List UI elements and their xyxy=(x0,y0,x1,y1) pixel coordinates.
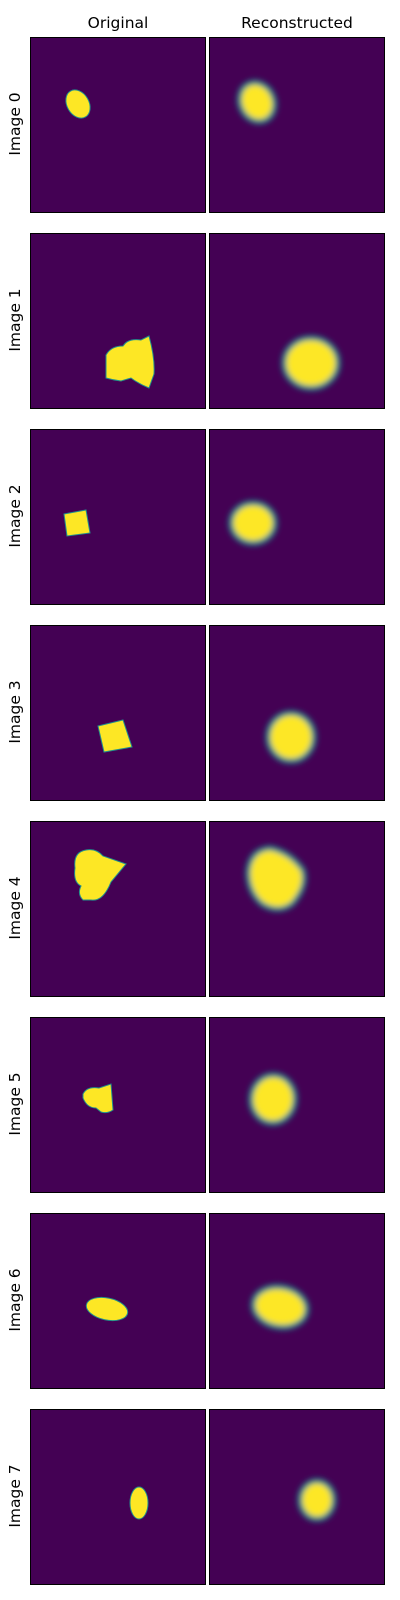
row-label-image-2: Image 2 xyxy=(6,484,24,548)
shape-blob xyxy=(74,849,127,901)
row-label-image-5: Image 5 xyxy=(6,1072,24,1136)
original-image-6 xyxy=(30,1213,206,1389)
reconstructed-image-7 xyxy=(209,1409,385,1585)
reconstructed-blob xyxy=(245,845,307,912)
row-label-image-4: Image 4 xyxy=(6,876,24,940)
reconstructed-blob xyxy=(297,1478,337,1522)
reconstructed-image-4 xyxy=(209,821,385,997)
shape-blob xyxy=(85,1296,129,1322)
original-image-0 xyxy=(30,37,206,213)
original-image-5 xyxy=(30,1017,206,1193)
row-label-image-6: Image 6 xyxy=(6,1268,24,1332)
shape-blob xyxy=(82,1083,114,1114)
reconstructed-blob xyxy=(228,500,278,546)
shape-blob xyxy=(97,719,133,753)
reconstructed-image-0 xyxy=(209,37,385,213)
column-header-original: Original xyxy=(87,14,149,32)
reconstructed-image-2 xyxy=(209,429,385,605)
row-label-image-3: Image 3 xyxy=(6,680,24,744)
original-image-1 xyxy=(30,233,206,409)
row-label-image-7: Image 7 xyxy=(6,1464,24,1528)
shape-blob xyxy=(129,1486,149,1520)
reconstructed-blob xyxy=(265,710,317,764)
original-image-3 xyxy=(30,625,206,801)
reconstructed-blob xyxy=(236,80,278,124)
reconstructed-blob xyxy=(281,335,341,391)
row-label-image-1: Image 1 xyxy=(6,288,24,352)
row-label-image-0: Image 0 xyxy=(6,92,24,156)
reconstructed-image-6 xyxy=(209,1213,385,1389)
reconstructed-image-1 xyxy=(209,233,385,409)
original-image-7 xyxy=(30,1409,206,1585)
shape-blob xyxy=(63,509,91,537)
reconstructed-blob xyxy=(248,1072,298,1126)
shape-blob xyxy=(65,89,91,119)
shape-blob xyxy=(105,335,155,389)
column-header-reconstructed: Reconstructed xyxy=(241,14,353,32)
reconstructed-blob xyxy=(250,1284,310,1330)
original-image-2 xyxy=(30,429,206,605)
original-image-4 xyxy=(30,821,206,997)
reconstructed-image-5 xyxy=(209,1017,385,1193)
reconstructed-image-3 xyxy=(209,625,385,801)
